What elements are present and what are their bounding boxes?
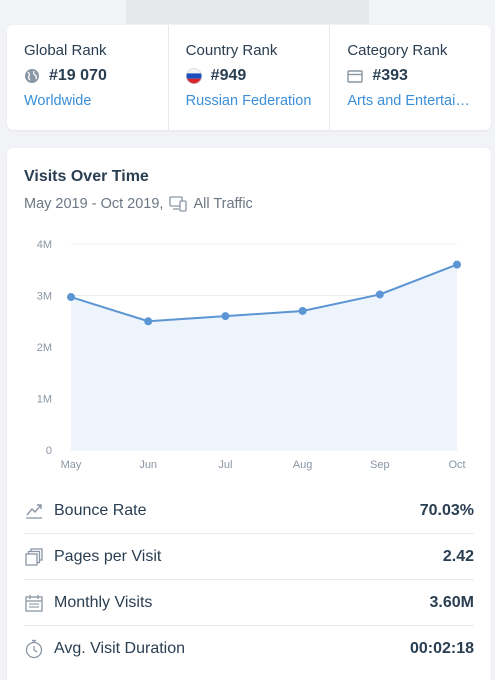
metric-label: Bounce Rate	[54, 501, 147, 519]
category-rank-title: Category Rank	[347, 42, 448, 59]
metric-avg-visit-duration: Avg. Visit Duration 00:02:18	[24, 626, 474, 672]
x-tick-label: Jul	[218, 459, 232, 471]
country-rank: Country Rank #949 Russian Federation	[169, 25, 331, 130]
country-rank-value: #949	[210, 67, 247, 84]
metric-label: Monthly Visits	[54, 593, 153, 611]
metric-monthly-visits: Monthly Visits 3.60M	[24, 580, 474, 626]
y-tick-label: 2M	[37, 342, 52, 354]
calendar-icon	[25, 594, 43, 612]
x-tick-label: Sep	[370, 459, 390, 471]
visits-title: Visits Over Time	[24, 168, 149, 185]
x-tick-label: Aug	[293, 459, 313, 471]
global-rank-link[interactable]: Worldwide	[24, 93, 92, 109]
country-rank-link[interactable]: Russian Federation	[185, 93, 312, 109]
bounce-icon	[26, 503, 42, 519]
data-point	[221, 312, 230, 321]
y-tick-label: 1M	[37, 394, 52, 406]
y-tick-label: 4M	[37, 239, 52, 251]
visits-chart: 0 1M 2M 3M 4M May Jun Jul Aug Sep Oct	[37, 239, 466, 471]
metric-label: Pages per Visit	[54, 547, 162, 565]
traffic-type: All Traffic	[193, 196, 253, 212]
stopwatch-icon	[25, 639, 43, 659]
global-rank-title: Global Rank	[24, 42, 107, 59]
devices-icon	[169, 196, 188, 212]
series-line	[70, 263, 458, 323]
top-tab-block	[126, 0, 369, 24]
y-tick-label: 3M	[37, 291, 52, 303]
pages-icon	[25, 547, 43, 566]
data-point	[67, 293, 75, 302]
data-point	[298, 306, 307, 315]
visits-subtitle: May 2019 - Oct 2019, All Traffic	[24, 196, 253, 212]
rank-panel: Global Rank #19 070 Worldwide Country Ra…	[7, 25, 491, 130]
x-tick-label: Jun	[139, 459, 157, 471]
metric-value: 3.60M	[429, 593, 474, 611]
country-rank-title: Country Rank	[185, 42, 278, 59]
globe-icon	[25, 69, 39, 83]
metrics-list: Bounce Rate 70.03% Pages per Visit 2.42 …	[7, 488, 491, 672]
russia-flag-icon	[185, 68, 202, 84]
top-strip	[0, 0, 495, 24]
y-tick-label: 0	[46, 445, 52, 457]
category-rank: Category Rank #393 Arts and Entertai…	[330, 25, 491, 130]
data-point	[375, 290, 384, 299]
category-icon	[347, 70, 364, 83]
data-point	[453, 260, 461, 269]
metric-pages-per-visit: Pages per Visit 2.42	[24, 534, 474, 580]
x-tick-label: Oct	[448, 459, 465, 471]
metric-label: Avg. Visit Duration	[54, 640, 186, 657]
area-fill	[71, 264, 457, 450]
x-tick-label: May	[61, 459, 82, 471]
global-rank-value-row: #19 070	[24, 66, 168, 86]
category-rank-link[interactable]: Arts and Entertai…	[347, 93, 470, 109]
metric-value: 00:02:18	[409, 640, 474, 657]
metric-bounce-rate: Bounce Rate 70.03%	[24, 488, 474, 534]
country-rank-value-row: #949	[185, 66, 330, 86]
global-rank: Global Rank #19 070 Worldwide	[7, 25, 169, 130]
category-rank-value: #393	[372, 67, 408, 84]
date-range: May 2019 - Oct 2019,	[24, 196, 164, 212]
metric-value: 2.42	[442, 547, 474, 565]
metric-value: 70.03%	[419, 501, 474, 519]
visits-card: Visits Over Time May 2019 - Oct 2019, Al…	[7, 148, 491, 680]
global-rank-value: #19 070	[49, 67, 107, 84]
data-point	[144, 317, 153, 326]
category-rank-value-row: #393	[347, 66, 491, 86]
